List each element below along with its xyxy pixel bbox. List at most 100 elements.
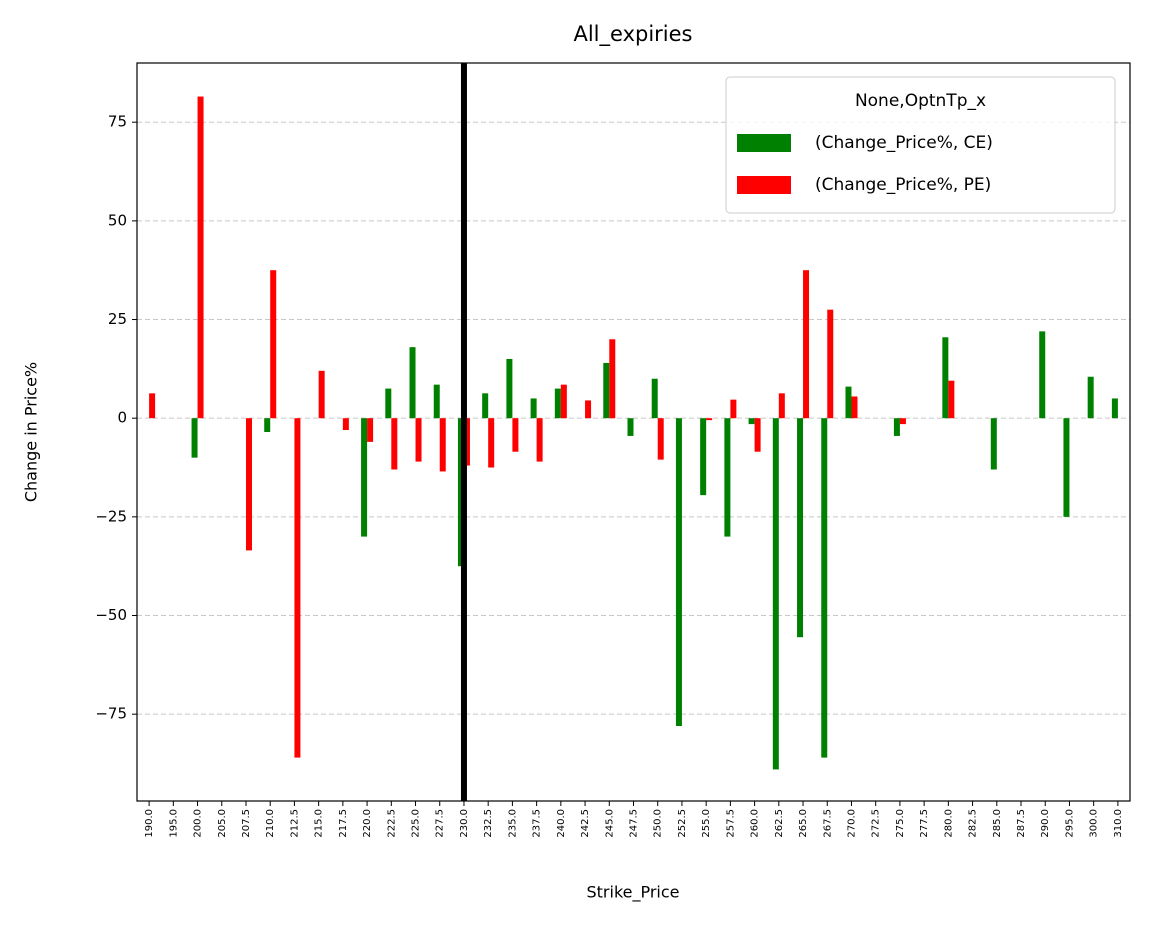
bar bbox=[609, 339, 616, 419]
x-tick-label: 277.5 bbox=[919, 809, 930, 838]
x-tick-label: 300.0 bbox=[1089, 809, 1100, 838]
bar bbox=[530, 398, 537, 419]
x-tick-label: 270.0 bbox=[846, 809, 857, 838]
bar bbox=[391, 418, 398, 470]
bar bbox=[318, 370, 325, 419]
y-tick-label: −25 bbox=[95, 507, 127, 525]
bar bbox=[627, 418, 634, 436]
bar bbox=[942, 337, 949, 419]
x-tick-label: 265.0 bbox=[798, 809, 809, 838]
bar bbox=[675, 418, 682, 727]
bar bbox=[1111, 398, 1118, 419]
bar bbox=[748, 418, 755, 425]
bar bbox=[536, 418, 543, 462]
x-axis-label: Strike_Price bbox=[586, 883, 679, 903]
bar bbox=[754, 418, 761, 452]
x-tick-label: 195.0 bbox=[168, 809, 179, 838]
bar bbox=[506, 358, 513, 419]
legend-swatch bbox=[737, 176, 791, 194]
bar bbox=[191, 418, 198, 458]
bar bbox=[415, 418, 422, 462]
x-tick-label: 217.5 bbox=[338, 809, 349, 838]
bar bbox=[827, 309, 834, 419]
y-tick-label: 25 bbox=[108, 310, 127, 328]
bar bbox=[512, 418, 519, 452]
bar bbox=[385, 388, 392, 419]
bar bbox=[803, 270, 810, 419]
x-tick-label: 285.0 bbox=[992, 809, 1003, 838]
legend-title: None,OptnTp_x bbox=[855, 91, 986, 111]
bar bbox=[197, 96, 204, 419]
bar bbox=[1039, 331, 1046, 419]
x-tick-label: 262.5 bbox=[774, 809, 785, 838]
bar bbox=[657, 418, 664, 460]
bar bbox=[367, 418, 374, 442]
bar bbox=[342, 418, 349, 431]
bar bbox=[264, 418, 271, 432]
x-tick-label: 232.5 bbox=[483, 809, 494, 838]
x-tick-label: 235.0 bbox=[507, 809, 518, 838]
x-tick-label: 215.0 bbox=[314, 809, 325, 838]
bar bbox=[439, 418, 446, 472]
y-tick-label: −75 bbox=[95, 705, 127, 723]
bar bbox=[651, 378, 658, 419]
chart-title: All_expiries bbox=[573, 22, 692, 47]
x-tick-label: 237.5 bbox=[532, 809, 543, 838]
bar bbox=[990, 418, 997, 470]
bar bbox=[482, 393, 489, 419]
bar bbox=[845, 386, 852, 419]
x-tick-label: 252.5 bbox=[677, 809, 688, 838]
bar bbox=[948, 380, 955, 419]
x-tick-label: 255.0 bbox=[701, 809, 712, 838]
bar bbox=[409, 347, 416, 419]
x-tick-label: 200.0 bbox=[193, 809, 204, 838]
bar bbox=[294, 418, 301, 758]
legend-swatch bbox=[737, 134, 791, 152]
x-tick-label: 245.0 bbox=[604, 809, 615, 838]
bar bbox=[149, 393, 156, 419]
x-tick-label: 250.0 bbox=[653, 809, 664, 838]
y-tick-label: 75 bbox=[108, 113, 127, 131]
bar bbox=[706, 418, 713, 421]
bar bbox=[1087, 376, 1094, 419]
bar bbox=[585, 400, 592, 419]
x-tick-label: 267.5 bbox=[822, 809, 833, 838]
bar bbox=[488, 418, 495, 468]
plot-frame bbox=[136, 62, 1131, 802]
x-tick-label: 290.0 bbox=[1040, 809, 1051, 838]
bar bbox=[851, 396, 858, 419]
bar bbox=[245, 418, 252, 551]
x-tick-label: 212.5 bbox=[289, 809, 300, 838]
y-tick-label: 0 bbox=[117, 409, 127, 427]
bar bbox=[821, 418, 828, 758]
y-tick-label: 50 bbox=[108, 211, 127, 229]
x-tick-label: 207.5 bbox=[241, 809, 252, 838]
y-axis-label: Change in Price% bbox=[22, 362, 41, 502]
bar bbox=[603, 362, 610, 419]
bar bbox=[554, 388, 561, 419]
bar bbox=[797, 418, 804, 638]
bar bbox=[724, 418, 731, 537]
bar bbox=[1063, 418, 1070, 517]
bar bbox=[433, 384, 440, 419]
legend-box bbox=[725, 76, 1116, 214]
x-tick-label: 280.0 bbox=[943, 809, 954, 838]
x-tick-label: 225.0 bbox=[411, 809, 422, 838]
x-tick-label: 220.0 bbox=[362, 809, 373, 838]
bar bbox=[778, 393, 785, 419]
x-tick-label: 282.5 bbox=[968, 809, 979, 838]
x-tick-label: 190.0 bbox=[144, 809, 155, 838]
bar bbox=[560, 384, 567, 419]
x-tick-label: 230.0 bbox=[459, 809, 470, 838]
bar bbox=[730, 399, 737, 419]
bar bbox=[893, 418, 900, 436]
x-tick-label: 310.0 bbox=[1113, 809, 1124, 838]
x-tick-label: 287.5 bbox=[1016, 809, 1027, 838]
x-tick-label: 275.0 bbox=[895, 809, 906, 838]
bar bbox=[700, 418, 707, 496]
x-tick-label: 295.0 bbox=[1064, 809, 1075, 838]
x-tick-label: 222.5 bbox=[386, 809, 397, 838]
x-tick-label: 205.0 bbox=[217, 809, 228, 838]
legend-label: (Change_Price%, CE) bbox=[815, 133, 993, 153]
